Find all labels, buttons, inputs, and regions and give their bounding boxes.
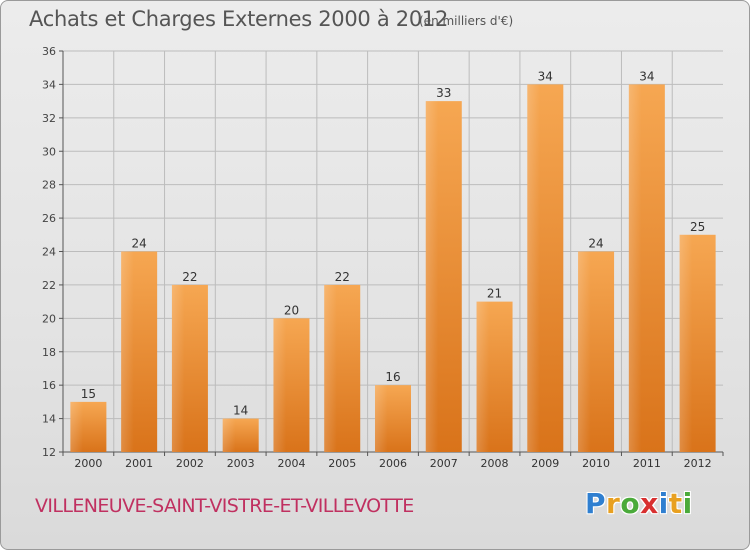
x-tick-label: 2012 — [684, 457, 712, 470]
logo-letter: o — [620, 487, 641, 520]
y-tick-label: 20 — [42, 312, 56, 325]
x-tick-label: 2005 — [328, 457, 356, 470]
x-tick-label: 2009 — [531, 457, 559, 470]
x-tick-label: 2004 — [277, 457, 305, 470]
y-tick-label: 18 — [42, 346, 56, 359]
logo-letter: i — [658, 487, 669, 520]
bar-highlight — [375, 385, 388, 452]
bar-layer — [70, 84, 716, 453]
proxiti-logo: Proxiti — [585, 487, 693, 520]
value-label: 21 — [487, 287, 502, 301]
x-tick-label: 2001 — [125, 457, 153, 470]
bar-highlight — [425, 101, 439, 452]
value-label: 25 — [690, 220, 705, 234]
value-label: 24 — [588, 237, 603, 251]
bar-highlight — [324, 284, 337, 452]
y-tick-label: 12 — [42, 446, 56, 459]
bar-highlight — [70, 401, 83, 452]
y-tick-label: 34 — [42, 78, 56, 91]
bar-highlight — [222, 418, 236, 452]
value-label: 33 — [436, 86, 451, 100]
bar-highlight — [679, 234, 693, 452]
value-label: 34 — [538, 69, 553, 83]
y-tick-label: 16 — [42, 379, 56, 392]
x-tick-label: 2003 — [227, 457, 255, 470]
logo-letter: t — [668, 487, 683, 520]
y-tick-label: 24 — [42, 246, 56, 259]
bar-highlight — [476, 301, 490, 452]
y-tick-label: 30 — [42, 145, 56, 158]
x-tick-label: 2002 — [176, 457, 204, 470]
y-tick-label: 14 — [42, 413, 56, 426]
x-tick-label: 2006 — [379, 457, 407, 470]
logo-letter: i — [682, 487, 693, 520]
logo-letter: P — [585, 487, 607, 520]
value-label: 14 — [233, 404, 248, 418]
value-label: 16 — [385, 370, 400, 384]
bar-highlight — [628, 84, 642, 453]
bar-highlight — [171, 284, 185, 452]
commune-name: VILLENEUVE-SAINT-VISTRE-ET-VILLEVOTTE — [35, 495, 414, 517]
value-label: 22 — [182, 270, 197, 284]
value-label: 24 — [132, 237, 147, 251]
chart-subtitle: (en milliers d'€) — [419, 14, 514, 28]
y-tick-label: 28 — [42, 179, 56, 192]
bar-highlight — [527, 84, 540, 453]
x-tick-label: 2010 — [582, 457, 610, 470]
bar-highlight — [273, 318, 287, 452]
y-tick-label: 26 — [42, 212, 56, 225]
logo-letter: r — [606, 487, 621, 520]
x-tick-label: 2008 — [481, 457, 509, 470]
chart-title: Achats et Charges Externes 2000 à 2012 — [29, 7, 449, 31]
x-tick-label: 2011 — [633, 457, 661, 470]
bar-highlight — [121, 251, 134, 452]
y-tick-label: 36 — [42, 45, 56, 58]
x-tick-label: 2007 — [430, 457, 458, 470]
value-label: 20 — [284, 303, 299, 317]
x-tick-label: 2000 — [74, 457, 102, 470]
y-tick-label: 32 — [42, 112, 56, 125]
value-label: 15 — [81, 387, 96, 401]
label-layer: 15 2000 24 2001 22 2002 14 2003 20 2004 22 2005 16 20… — [74, 69, 711, 470]
logo-letter: x — [640, 487, 659, 520]
value-label: 34 — [639, 69, 654, 83]
bar-highlight — [578, 251, 591, 452]
value-label: 22 — [335, 270, 350, 284]
y-tick-label: 22 — [42, 279, 56, 292]
